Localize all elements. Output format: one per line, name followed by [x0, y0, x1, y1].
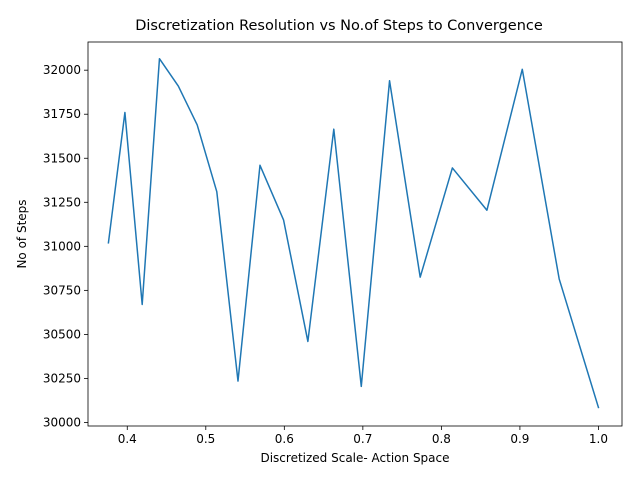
y-axis-label: No of Steps [15, 199, 29, 268]
y-tick-label: 30750 [43, 283, 81, 297]
x-tick-label: 1.0 [589, 432, 608, 446]
x-tick-label: 0.9 [510, 432, 529, 446]
x-tick-label: 0.7 [353, 432, 372, 446]
y-tick-label: 30500 [43, 327, 81, 341]
x-tick-label: 0.5 [196, 432, 215, 446]
x-tick-label: 0.6 [275, 432, 294, 446]
y-tick-label: 31500 [43, 151, 81, 165]
x-axis-ticks: 0.4 0.5 0.6 0.7 0.8 0.9 1.0 [118, 426, 608, 446]
plot-frame [87, 41, 623, 427]
y-tick-label: 31250 [43, 195, 81, 209]
y-tick-label: 30000 [43, 415, 81, 429]
y-tick-label: 30250 [43, 371, 81, 385]
x-tick-label: 0.4 [118, 432, 137, 446]
y-axis-ticks: 30000 30250 30500 30750 31000 31250 31500 31750… [43, 63, 88, 429]
y-tick-label: 31750 [43, 107, 81, 121]
y-tick-label: 32000 [43, 63, 81, 77]
series-line [107, 57, 600, 409]
x-tick-label: 0.8 [432, 432, 451, 446]
chart-title: Discretization Resolution vs No.of Steps… [135, 18, 543, 34]
x-axis-label: Discretized Scale- Action Space [260, 451, 449, 465]
y-tick-label: 31000 [43, 239, 81, 253]
